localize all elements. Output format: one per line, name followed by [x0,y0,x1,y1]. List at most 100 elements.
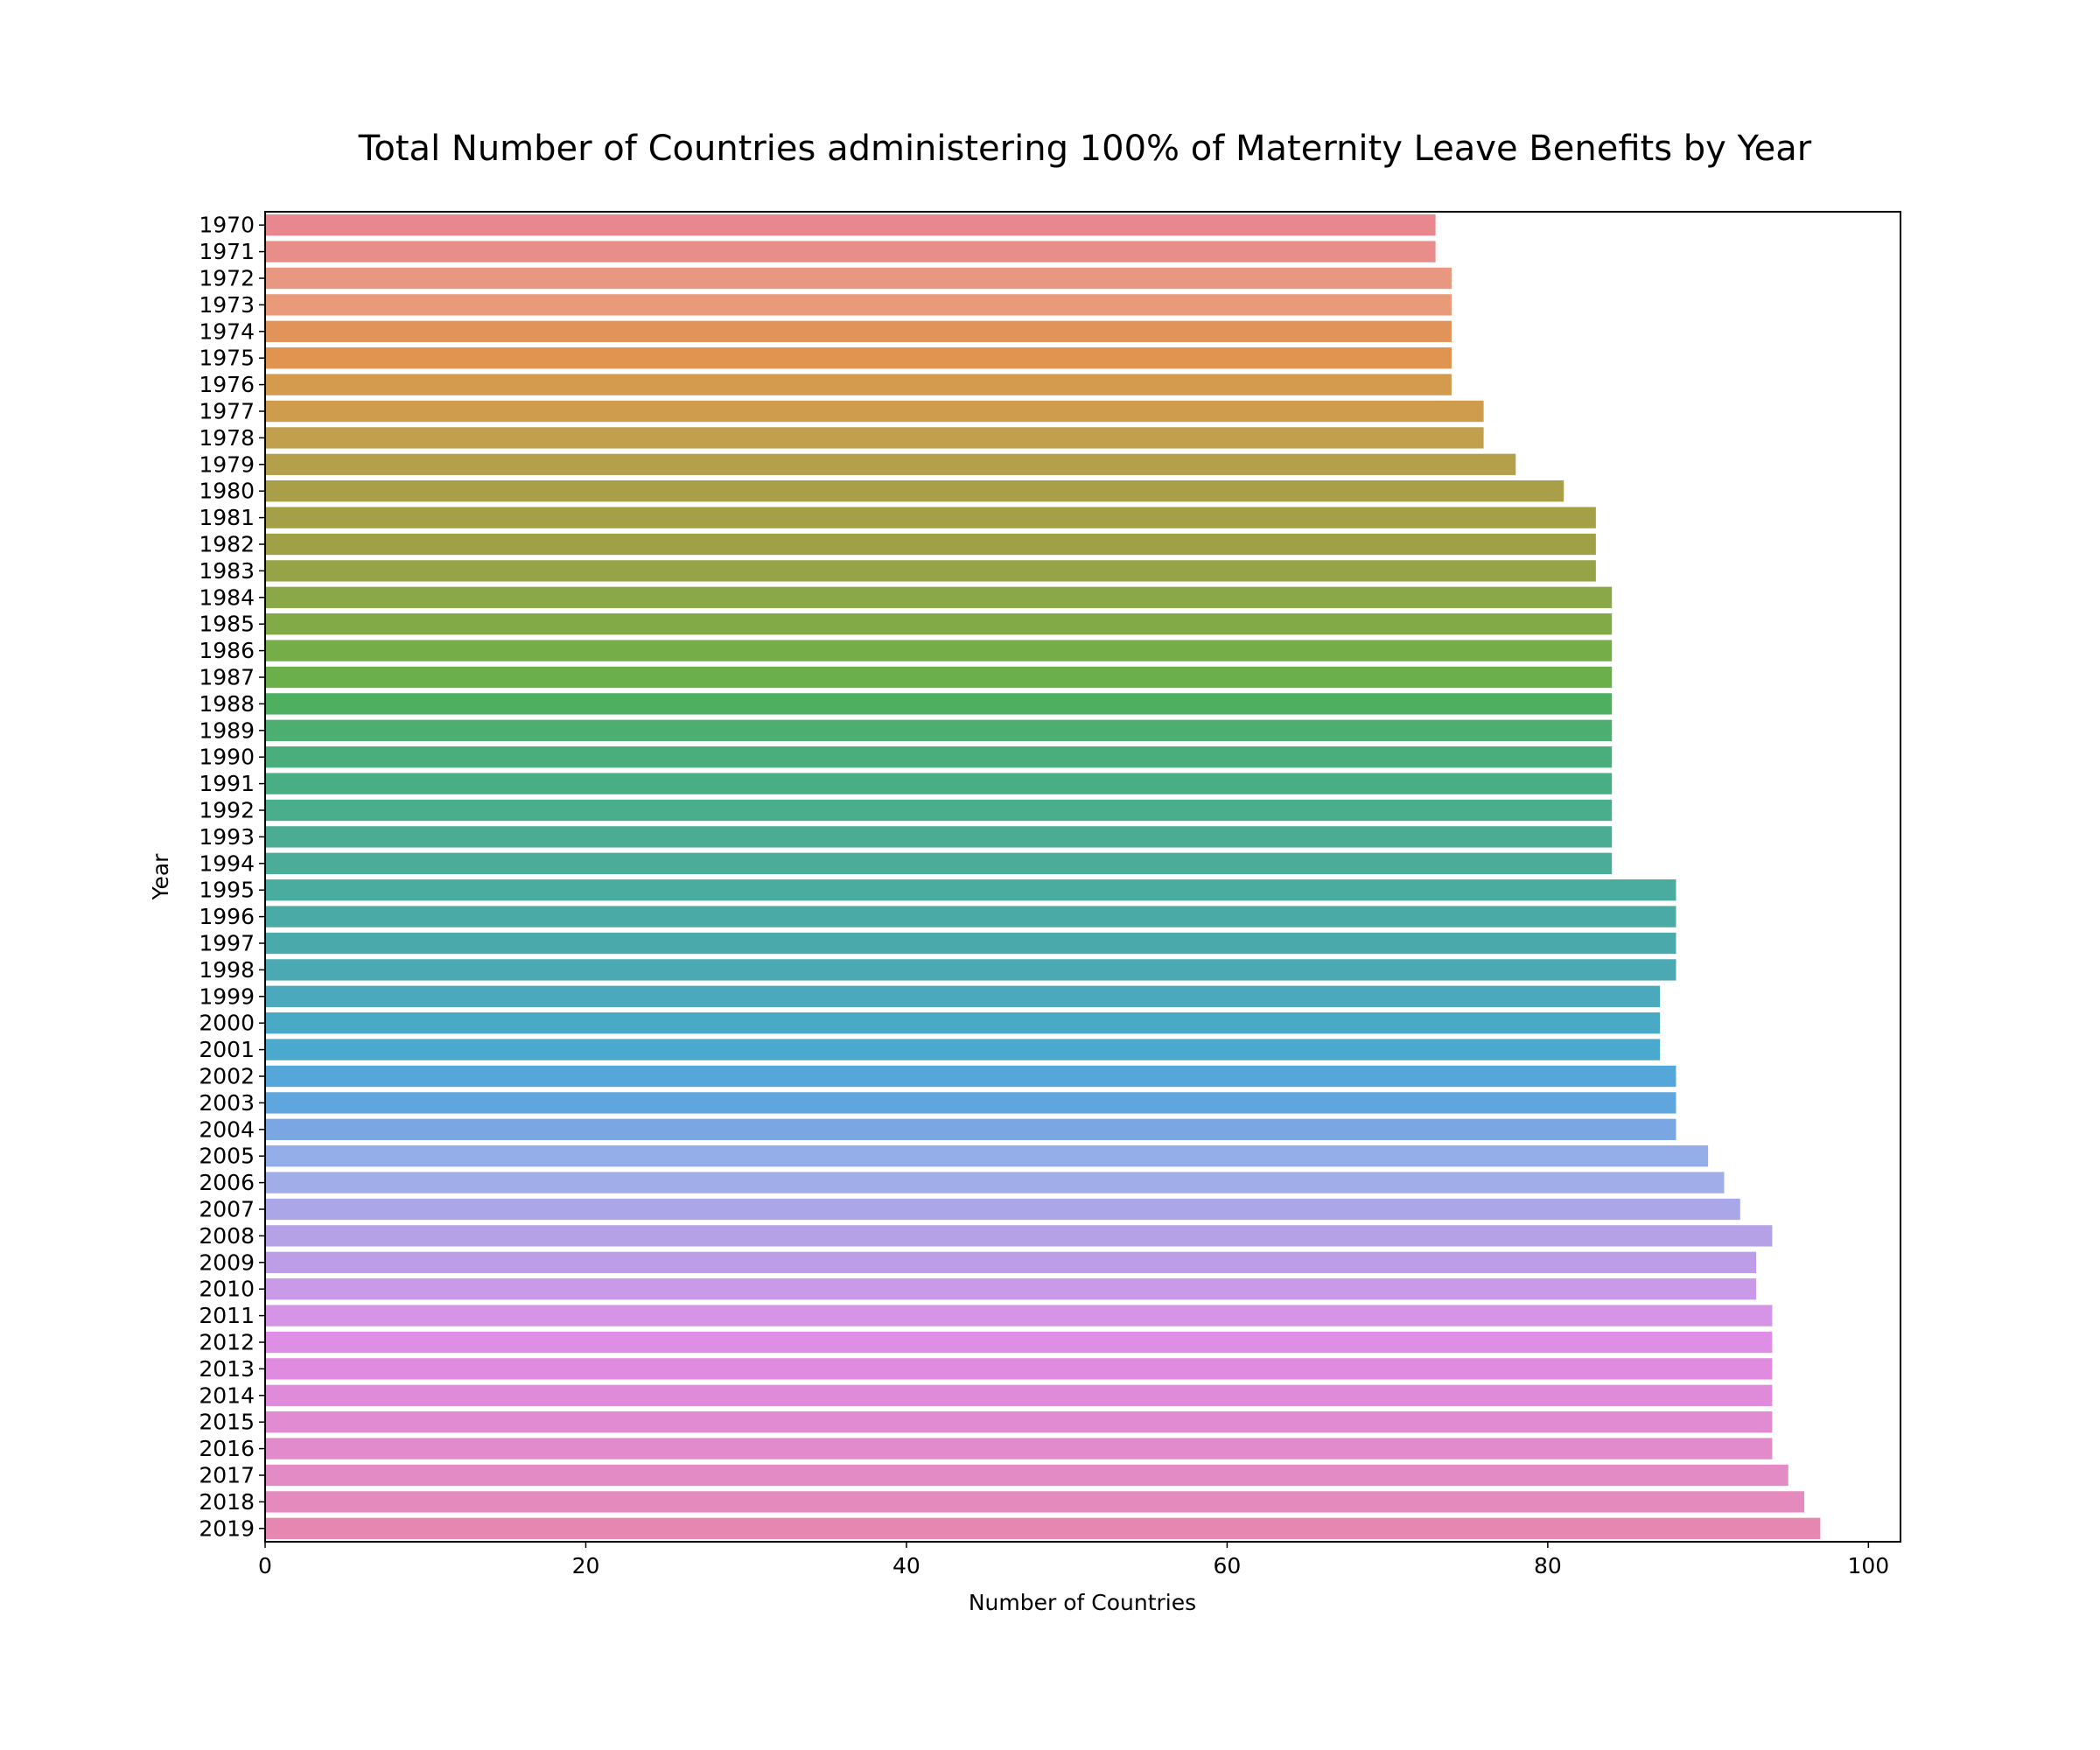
bar-2016 [265,1438,1773,1460]
y-tick-label: 1993 [199,824,255,850]
y-tick-label: 2006 [199,1170,255,1195]
bar-2014 [265,1384,1773,1406]
bar-1974 [265,320,1452,342]
bar-1978 [265,427,1484,449]
bar-1987 [265,666,1613,689]
bar-2004 [265,1118,1676,1140]
x-tick-label: 60 [1214,1553,1242,1578]
y-tick-label: 2008 [199,1223,255,1249]
y-tick-label: 1996 [199,904,255,929]
bar-1994 [265,852,1613,874]
y-tick-label: 1983 [199,558,255,584]
y-tick-label: 1987 [199,665,255,690]
bar-2005 [265,1145,1709,1167]
bar-1972 [265,267,1452,290]
bar-1970 [265,214,1436,236]
y-tick-label: 1992 [199,798,255,823]
y-axis: 1970197119721973197419751976197719781979… [199,213,265,1541]
bar-1988 [265,693,1613,715]
x-tick-label: 20 [572,1553,600,1578]
bar-2015 [265,1411,1773,1433]
plot-frame [264,211,1901,1543]
y-tick-label: 1982 [199,532,255,557]
y-tick-label: 1976 [199,372,255,397]
y-tick-label: 1977 [199,399,255,424]
y-tick-label: 1995 [199,878,255,903]
y-tick-label: 1997 [199,931,255,956]
bar-1982 [265,533,1596,556]
bar-1999 [265,985,1661,1007]
y-tick-label: 1970 [199,213,255,238]
y-tick-label: 1988 [199,691,255,717]
y-tick-label: 1998 [199,957,255,983]
y-tick-label: 2001 [199,1037,255,1062]
bar-1989 [265,719,1613,741]
chart-title: Total Number of Countries administering … [358,129,1812,169]
bar-1998 [265,959,1676,981]
y-tick-label: 2005 [199,1144,255,1169]
bar-1985 [265,613,1613,635]
bar-2000 [265,1012,1661,1034]
bar-2019 [265,1517,1821,1539]
y-tick-label: 2009 [199,1250,255,1275]
bars-layer [265,214,1821,1539]
bar-1971 [265,241,1436,262]
bar-2006 [265,1172,1725,1194]
y-tick-label: 2017 [199,1463,255,1488]
y-tick-label: 1974 [199,318,255,344]
y-tick-label: 1972 [199,266,255,291]
y-tick-label: 1971 [199,239,255,264]
y-tick-label: 1991 [199,771,255,796]
bar-2013 [265,1358,1773,1380]
y-tick-label: 2000 [199,1011,255,1036]
bar-2001 [265,1039,1661,1060]
y-axis-label: Year [148,853,173,901]
x-tick-label: 80 [1534,1553,1562,1578]
y-tick-label: 1986 [199,638,255,663]
bar-2018 [265,1491,1805,1513]
bar-1996 [265,906,1676,928]
y-tick-label: 1975 [199,346,255,371]
y-tick-label: 2004 [199,1116,255,1142]
bar-1984 [265,586,1613,608]
bar-2003 [265,1092,1676,1114]
y-tick-label: 2003 [199,1090,255,1116]
y-tick-label: 2014 [199,1382,255,1408]
y-tick-label: 1978 [199,425,255,451]
bar-2008 [265,1225,1773,1247]
bar-1991 [265,773,1613,794]
bar-1979 [265,453,1516,475]
bar-2012 [265,1331,1773,1354]
bar-1992 [265,799,1613,822]
y-tick-label: 1990 [199,745,255,770]
y-tick-label: 1999 [199,984,255,1009]
bar-1986 [265,640,1613,662]
y-tick-label: 2012 [199,1330,255,1355]
y-tick-label: 1981 [199,505,255,530]
bar-2017 [265,1464,1788,1487]
y-tick-label: 1980 [199,479,255,504]
y-tick-label: 2011 [199,1303,255,1328]
x-axis: 0 20 40 60 80 100 [258,1542,1889,1578]
bar-2011 [265,1305,1773,1326]
y-tick-label: 2010 [199,1277,255,1302]
bar-1983 [265,560,1596,582]
bar-2009 [265,1251,1757,1273]
bar-1976 [265,374,1452,396]
bar-1977 [265,400,1484,423]
x-tick-label: 40 [892,1553,920,1578]
bar-1973 [265,294,1452,316]
x-axis-label: Number of Countries [969,1590,1196,1615]
y-tick-label: 1973 [199,292,255,318]
bar-1981 [265,507,1596,528]
y-tick-label: 2018 [199,1489,255,1515]
bar-1975 [265,347,1452,369]
bar-2007 [265,1198,1740,1221]
bar-1990 [265,746,1613,768]
bar-1997 [265,932,1676,955]
bar-1995 [265,879,1676,901]
y-tick-label: 2019 [199,1516,255,1541]
x-tick-label: 100 [1847,1553,1889,1578]
